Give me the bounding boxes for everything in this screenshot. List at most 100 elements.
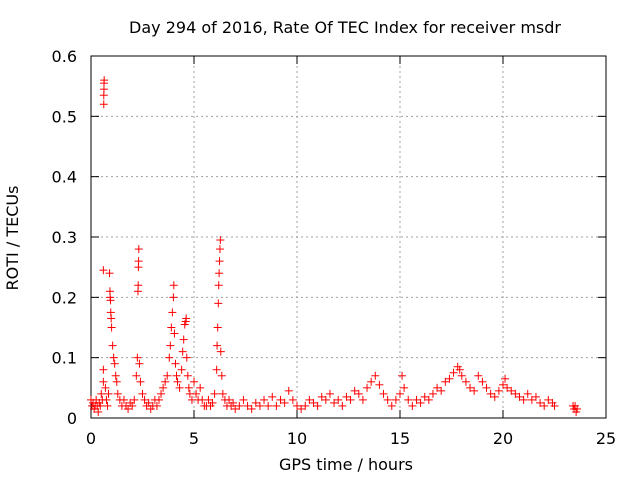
data-point: [247, 404, 256, 413]
data-point: [105, 269, 114, 278]
data-point: [466, 383, 475, 392]
y-tick-label: 0: [67, 409, 77, 428]
data-point: [99, 365, 108, 374]
data-point: [213, 341, 222, 350]
data-point: [110, 359, 119, 368]
data-point: [449, 368, 458, 377]
data-point: [499, 380, 507, 389]
data-point: [218, 389, 227, 398]
data-point: [313, 401, 322, 410]
data-point: [107, 314, 116, 323]
data-point: [550, 401, 559, 410]
data-point: [478, 377, 487, 386]
axis-ticks: [90, 55, 607, 419]
data-point: [204, 395, 213, 404]
data-point: [338, 401, 347, 410]
x-tick-label: 5: [189, 429, 199, 448]
data-point: [346, 395, 355, 404]
data-point: [243, 401, 252, 410]
data-point: [398, 371, 407, 380]
data-point: [134, 257, 143, 266]
data-point: [183, 371, 192, 380]
data-point: [173, 377, 182, 386]
data-point: [210, 389, 219, 398]
data-point: [217, 371, 226, 380]
data-point: [159, 383, 168, 392]
data-point: [135, 359, 144, 368]
data-point: [325, 389, 334, 398]
data-point: [301, 401, 310, 410]
data-point: [334, 395, 343, 404]
data-point: [272, 401, 281, 410]
data-point: [212, 365, 221, 374]
data-point: [544, 395, 553, 404]
data-point: [239, 395, 248, 404]
data-point: [235, 401, 244, 410]
data-point: [166, 341, 175, 350]
data-point: [400, 383, 409, 392]
data-points: [87, 76, 582, 416]
data-point: [109, 353, 118, 362]
data-point: [317, 392, 326, 401]
data-point: [171, 359, 180, 368]
data-point: [140, 395, 149, 404]
y-tick-label: 0.2: [52, 288, 77, 307]
data-point: [102, 395, 111, 404]
data-point: [264, 401, 273, 410]
data-point: [190, 377, 198, 386]
data-point: [408, 401, 417, 410]
data-point: [100, 76, 109, 85]
data-point: [216, 236, 225, 245]
data-point: [358, 395, 367, 404]
data-point: [94, 407, 103, 416]
data-point: [297, 404, 306, 413]
data-point: [260, 395, 269, 404]
data-point: [106, 296, 115, 305]
data-point: [288, 395, 297, 404]
data-point: [178, 347, 187, 356]
data-point: [330, 398, 339, 407]
data-point: [179, 335, 188, 344]
data-point: [445, 374, 454, 383]
data-point: [104, 389, 113, 398]
data-point: [208, 398, 217, 407]
data-point: [416, 398, 425, 407]
y-tick-label: 0.4: [52, 168, 77, 187]
data-point: [182, 314, 191, 323]
data-point: [523, 389, 532, 398]
data-point: [99, 377, 108, 386]
data-point: [165, 353, 174, 362]
data-point: [175, 383, 184, 392]
data-point: [167, 323, 176, 332]
data-point: [404, 395, 413, 404]
data-point: [396, 389, 404, 398]
data-point: [391, 395, 400, 404]
data-point: [363, 383, 372, 392]
data-point: [375, 380, 384, 389]
data-point: [103, 401, 112, 410]
y-tick-label: 0.6: [52, 47, 77, 66]
x-tick-label: 10: [287, 429, 307, 448]
data-point: [350, 386, 359, 395]
data-point: [255, 401, 264, 410]
data-point: [216, 347, 225, 356]
data-point: [276, 395, 285, 404]
data-point: [379, 389, 388, 398]
chart-title: Day 294 of 2016, Rate Of TEC Index for r…: [129, 18, 561, 37]
data-point: [420, 392, 429, 401]
data-point: [540, 401, 549, 410]
data-point: [119, 395, 128, 404]
data-point: [503, 383, 512, 392]
data-point: [99, 266, 108, 275]
data-point: [519, 395, 528, 404]
data-point: [494, 386, 503, 395]
data-point: [428, 389, 437, 398]
data-point: [170, 329, 179, 338]
data-point: [457, 371, 466, 380]
data-point: [172, 371, 181, 380]
data-point: [474, 371, 483, 380]
data-point: [111, 371, 120, 380]
x-tick-label: 20: [493, 429, 513, 448]
grid-lines: [91, 56, 606, 418]
